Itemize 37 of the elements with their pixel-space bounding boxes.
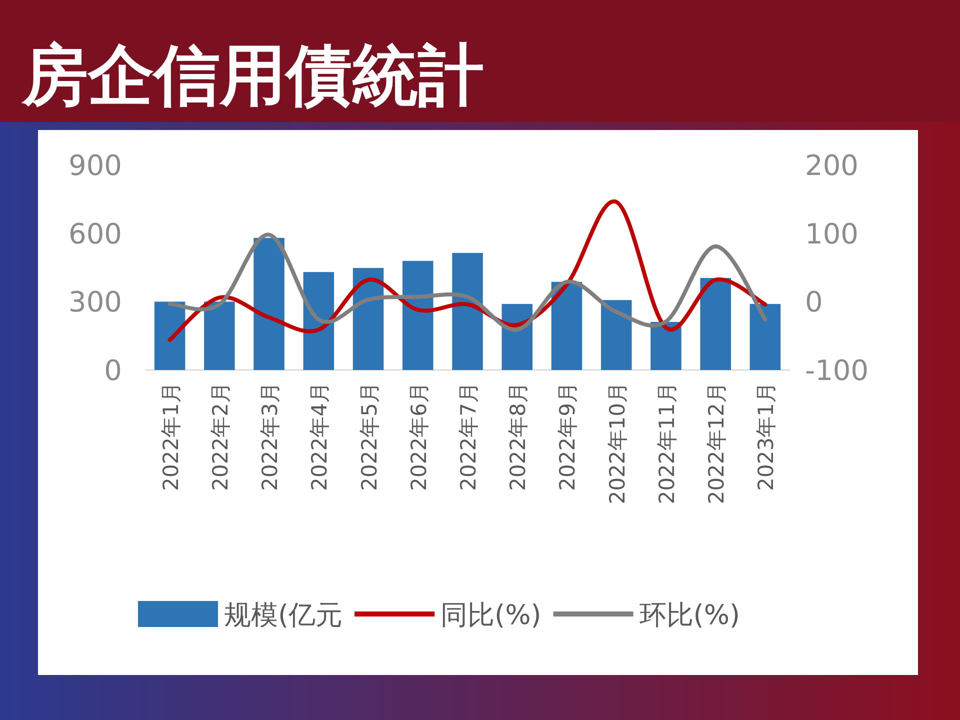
x-tick-label: 2022年2月 bbox=[208, 382, 232, 491]
bar bbox=[750, 304, 781, 370]
x-tick-label: 2022年7月 bbox=[456, 382, 480, 491]
legend-label: 环比(%) bbox=[639, 600, 740, 631]
x-tick-label: 2022年6月 bbox=[406, 382, 431, 491]
bar bbox=[352, 268, 384, 370]
x-tick-label: 2023年1月 bbox=[754, 382, 778, 491]
y-tick-label: 900 bbox=[68, 149, 122, 182]
chart-title: 房企信用債統計 bbox=[21, 37, 484, 114]
bar bbox=[551, 282, 582, 370]
bar bbox=[204, 302, 235, 370]
x-tick-label: 2022年11月 bbox=[654, 382, 679, 504]
y2-tick-label: 100 bbox=[805, 217, 858, 250]
y-tick-label: 600 bbox=[68, 217, 122, 250]
x-tick-label: 2022年5月 bbox=[357, 382, 382, 491]
line-series bbox=[168, 232, 768, 332]
bar bbox=[402, 260, 434, 370]
y-tick-label: 0 bbox=[104, 354, 122, 387]
bar bbox=[700, 278, 731, 370]
x-tick-label: 2022年1月 bbox=[158, 382, 183, 491]
y2-tick-label: 200 bbox=[805, 149, 858, 182]
line-series bbox=[168, 200, 768, 342]
x-tick-label: 2022年4月 bbox=[308, 382, 332, 491]
y2-tick-label: -100 bbox=[805, 354, 869, 387]
legend-label: 规模(亿元 bbox=[224, 600, 343, 631]
y-tick-label: 300 bbox=[68, 286, 122, 319]
legend-label: 同比(%) bbox=[440, 600, 542, 631]
bar bbox=[600, 300, 632, 370]
bar bbox=[254, 238, 284, 370]
x-tick-label: 2022年12月 bbox=[704, 382, 729, 504]
x-tick-label: 2022年9月 bbox=[556, 382, 580, 491]
y2-tick-label: 0 bbox=[805, 286, 823, 319]
bar bbox=[452, 252, 483, 370]
x-tick-label: 2022年8月 bbox=[506, 382, 530, 491]
bar bbox=[154, 302, 186, 370]
x-tick-label: 2022年10月 bbox=[605, 382, 630, 504]
x-tick-label: 2022年3月 bbox=[258, 382, 282, 491]
